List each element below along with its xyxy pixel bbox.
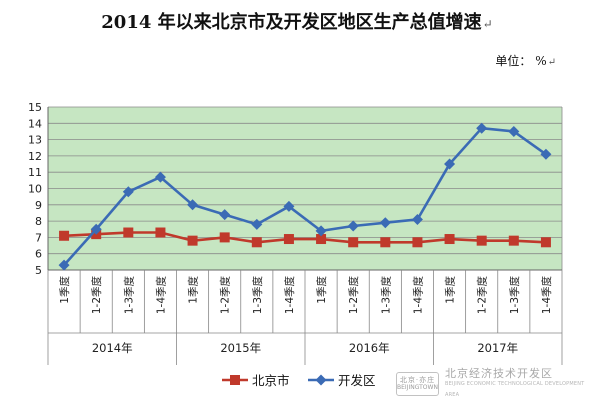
- data-point: [155, 227, 166, 238]
- data-point: [122, 186, 134, 198]
- data-point: [412, 237, 423, 248]
- y-tick-label: 9: [35, 199, 42, 212]
- data-point: [219, 232, 230, 243]
- y-tick-label: 6: [35, 248, 42, 261]
- data-point: [508, 125, 520, 137]
- y-tick-label: 8: [35, 215, 42, 228]
- y-tick-label: 13: [28, 134, 42, 147]
- legend-marker: [315, 374, 327, 386]
- legend-label: 开发区: [338, 373, 376, 388]
- unit-label: 单位： %↵: [495, 52, 556, 69]
- watermark-name-en: BEIJING ECONOMIC TECHNOLOGICAL DEVELOPME…: [444, 380, 585, 398]
- x-tick-label: 1-3季度: [251, 276, 264, 315]
- group-label: 2015年: [220, 341, 261, 355]
- watermark-logo-line2: BEIJINGTOWN: [397, 384, 438, 391]
- x-tick-label: 1-3季度: [122, 276, 135, 315]
- series-line-1: [63, 231, 547, 244]
- group-label: 2017年: [477, 341, 518, 355]
- chart-title: 2014 年以来北京市及开发区地区生产总值增速↵: [0, 8, 594, 34]
- data-point: [58, 259, 70, 271]
- return-mark-icon: ↵: [547, 57, 556, 68]
- x-tick-label: 1-2季度: [476, 276, 489, 315]
- y-tick-label: 15: [28, 101, 42, 114]
- data-point: [251, 218, 263, 230]
- legend-marker: [230, 375, 240, 385]
- data-point: [283, 234, 294, 245]
- y-tick-label: 12: [28, 150, 42, 163]
- data-point: [283, 200, 295, 212]
- data-point: [251, 237, 262, 248]
- y-tick-label: 5: [35, 264, 42, 277]
- data-point: [540, 237, 551, 248]
- data-point: [380, 237, 391, 248]
- data-point: [187, 199, 199, 211]
- data-point: [187, 235, 198, 246]
- unit-label-text: 单位： %: [495, 54, 547, 68]
- data-point: [90, 223, 102, 235]
- x-tick-label: 1季度: [444, 276, 457, 304]
- return-mark-icon: ↵: [482, 17, 493, 31]
- x-tick-label: 1-4季度: [411, 276, 424, 315]
- data-point: [379, 217, 391, 229]
- data-point: [508, 235, 519, 246]
- x-tick-label: 1-2季度: [90, 276, 103, 315]
- data-point: [315, 225, 327, 237]
- watermark-name-cn: 北京经济技术开发区: [444, 366, 553, 380]
- data-point: [154, 171, 166, 183]
- x-tick-label: 1季度: [315, 276, 328, 304]
- x-tick-label: 1季度: [187, 276, 200, 304]
- x-tick-label: 1-2季度: [347, 276, 360, 315]
- x-tick-label: 1季度: [58, 276, 71, 304]
- x-tick-label: 1-4季度: [154, 276, 167, 315]
- x-tick-label: 1-2季度: [219, 276, 232, 315]
- data-point: [540, 148, 552, 160]
- data-point: [348, 237, 359, 248]
- watermark-text: 北京经济技术开发区 BEIJING ECONOMIC TECHNOLOGICAL…: [445, 368, 586, 401]
- data-point: [316, 234, 327, 245]
- x-tick-label: 1-3季度: [508, 276, 521, 315]
- legend-label: 北京市: [252, 373, 290, 388]
- data-point: [59, 230, 70, 241]
- y-tick-label: 10: [28, 183, 42, 196]
- group-label: 2014年: [92, 341, 133, 355]
- data-point: [476, 122, 488, 134]
- y-tick-label: 11: [28, 166, 42, 179]
- data-point: [476, 235, 487, 246]
- group-label: 2016年: [349, 341, 390, 355]
- x-tick-label: 1-4季度: [283, 276, 296, 315]
- watermark: 北京·亦庄 BEIJINGTOWN 北京经济技术开发区 BEIJING ECON…: [396, 368, 586, 398]
- series-line-2: [63, 126, 547, 266]
- data-point: [411, 213, 423, 225]
- x-tick-label: 1-4季度: [540, 276, 553, 315]
- data-point: [219, 209, 231, 221]
- data-point: [347, 220, 359, 232]
- watermark-logo: 北京·亦庄 BEIJINGTOWN: [396, 372, 439, 396]
- y-tick-label: 14: [28, 117, 42, 130]
- data-point: [123, 227, 134, 238]
- x-tick-label: 1-3季度: [379, 276, 392, 315]
- data-point: [444, 158, 456, 170]
- data-point: [444, 234, 455, 245]
- watermark-logo-line1: 北京·亦庄: [399, 376, 436, 384]
- y-tick-label: 7: [35, 231, 42, 244]
- chart-title-text: 2014 年以来北京市及开发区地区生产总值增速: [101, 12, 482, 33]
